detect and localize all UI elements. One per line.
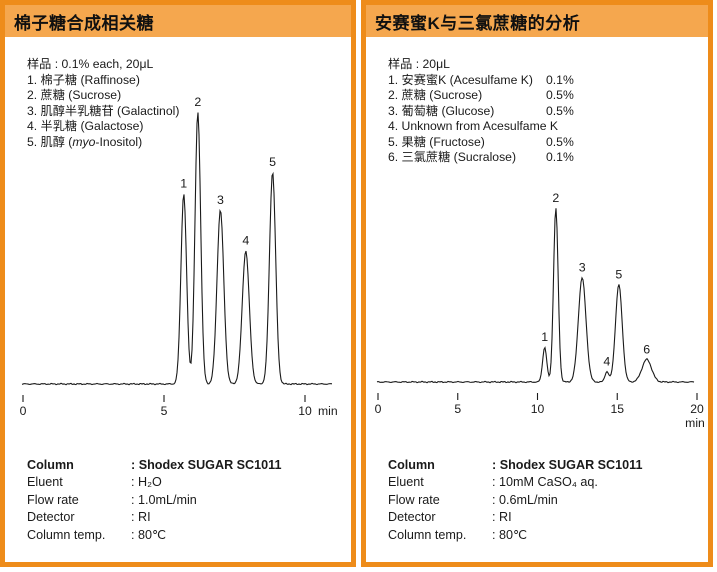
condition-row: Column temp. : 80℃ bbox=[27, 527, 281, 544]
condition-value: : 80℃ bbox=[492, 527, 528, 542]
x-axis-unit: min bbox=[685, 416, 705, 430]
sample-line: 5. 果糖 (Fructose) 0.5% bbox=[388, 134, 574, 151]
sample-line-italic: myo bbox=[72, 134, 96, 149]
condition-value: : H₂O bbox=[131, 475, 162, 490]
peak-label: 4 bbox=[603, 355, 610, 369]
peak-label: 5 bbox=[269, 155, 276, 169]
sample-header: 样品 : 0.1% each, 20μL bbox=[27, 57, 154, 71]
sample-line: 1. 安赛蜜K (Acesulfame K) 0.1% bbox=[388, 72, 574, 89]
panel-title: 棉子糖合成相关糖 bbox=[14, 13, 154, 33]
condition-value: : 10mM CaSO₄ aq. bbox=[492, 475, 598, 490]
condition-row: Detector : RI bbox=[27, 509, 281, 526]
condition-value: : Shodex SUGAR SC1011 bbox=[131, 458, 282, 472]
condition-row: Eluent : 10mM CaSO₄ aq. bbox=[388, 474, 642, 491]
sample-info: 样品 : 0.1% each, 20μL 1. 棉子糖 (Raffinose) … bbox=[27, 57, 179, 150]
condition-row: Eluent : H₂O bbox=[27, 474, 281, 491]
sample-line: 1. 棉子糖 (Raffinose) bbox=[27, 72, 140, 87]
sample-line-part: 5. 肌醇 ( bbox=[27, 134, 73, 149]
panel-header: 安赛蜜K与三氯蔗糖的分析 bbox=[366, 5, 708, 37]
sample-line: 5. 肌醇 (myo-Inositol) bbox=[27, 135, 179, 151]
condition-row: Flow rate : 1.0mL/min bbox=[27, 492, 281, 509]
condition-value: : Shodex SUGAR SC1011 bbox=[492, 458, 643, 472]
x-tick-label: 20 bbox=[690, 402, 704, 416]
trace-line bbox=[21, 112, 333, 386]
sample-line: 2. 蔗糖 (Sucrose) 0.5% bbox=[388, 88, 574, 104]
peak-label: 5 bbox=[615, 268, 622, 282]
sample-line-text: 4. Unknown from Acesulfame K bbox=[388, 119, 559, 133]
condition-label: Flow rate bbox=[388, 492, 440, 507]
condition-value: : 80℃ bbox=[131, 527, 167, 542]
sample-line-pct: 0.5% bbox=[546, 88, 574, 102]
condition-label: Column temp. bbox=[27, 527, 106, 542]
sample-line-pct: 0.5% bbox=[546, 134, 574, 149]
chromatogram-left: 0 5 10 min 1 2 3 4 5 bbox=[20, 95, 338, 418]
sample-line: 2. 蔗糖 (Sucrose) bbox=[27, 88, 122, 102]
condition-label: Detector bbox=[388, 510, 436, 525]
panel-title: 安赛蜜K与三氯蔗糖的分析 bbox=[375, 13, 581, 33]
condition-label: Column bbox=[388, 458, 435, 472]
conditions-table: Column : Shodex SUGAR SC1011 Eluent : 10mM… bbox=[388, 457, 642, 544]
x-axis-unit: min bbox=[318, 404, 338, 418]
condition-label: Detector bbox=[27, 510, 75, 525]
sample-line-pct: 0.1% bbox=[546, 72, 574, 87]
condition-row: Detector : RI bbox=[388, 509, 642, 526]
condition-label: Eluent bbox=[388, 475, 424, 490]
x-tick-label: 0 bbox=[375, 402, 382, 416]
sample-line-part: -Inositol) bbox=[95, 134, 143, 149]
condition-label: Column temp. bbox=[388, 527, 467, 542]
trace-line bbox=[376, 208, 695, 384]
peak-label: 3 bbox=[217, 193, 224, 207]
sample-line-pct: 0.1% bbox=[546, 150, 574, 164]
condition-row: Column temp. : 80℃ bbox=[388, 527, 642, 544]
sample-line-text: 2. 蔗糖 (Sucrose) bbox=[388, 88, 483, 102]
peak-label: 1 bbox=[180, 177, 187, 191]
x-tick-label: 15 bbox=[610, 402, 624, 416]
panel-raffinose-sugars: 棉子糖合成相关糖 样品 : 0.1% each, 20μL 1. 棉子糖 (Ra… bbox=[0, 0, 356, 567]
condition-label: Column bbox=[27, 458, 74, 472]
peak-label: 6 bbox=[643, 342, 650, 356]
condition-value: : RI bbox=[492, 510, 512, 525]
condition-label: Flow rate bbox=[27, 492, 79, 507]
sample-header: 样品 : 20μL bbox=[388, 57, 450, 71]
x-tick-label: 10 bbox=[531, 402, 545, 416]
sample-line: 4. 半乳糖 (Galactose) bbox=[27, 119, 144, 133]
sample-line-pct: 0.5% bbox=[546, 103, 574, 118]
sample-line: 3. 葡萄糖 (Glucose) 0.5% bbox=[388, 103, 574, 120]
x-tick-label: 0 bbox=[20, 404, 27, 418]
panel-acesulfame-sucralose: 安赛蜜K与三氯蔗糖的分析 样品 : 20μL 1. 安赛蜜K (Acesulfa… bbox=[361, 0, 713, 567]
x-tick-label: 5 bbox=[161, 404, 168, 418]
condition-row: Column : Shodex SUGAR SC1011 bbox=[27, 457, 281, 474]
sample-info: 样品 : 20μL 1. 安赛蜜K (Acesulfame K) 0.1% 2. … bbox=[388, 57, 574, 166]
panel-header: 棉子糖合成相关糖 bbox=[5, 5, 351, 37]
condition-value: : 1.0mL/min bbox=[131, 492, 197, 507]
condition-row: Flow rate : 0.6mL/min bbox=[388, 492, 642, 509]
condition-value: : 0.6mL/min bbox=[492, 492, 558, 507]
peak-label: 3 bbox=[579, 261, 586, 275]
peak-label: 1 bbox=[541, 330, 548, 344]
x-tick-label: 10 bbox=[298, 404, 312, 418]
sample-line-text: 5. 果糖 (Fructose) bbox=[388, 134, 485, 149]
condition-value: : RI bbox=[131, 510, 151, 525]
sample-line-text: 1. 安赛蜜K (Acesulfame K) bbox=[388, 72, 533, 87]
condition-label: Eluent bbox=[27, 475, 63, 490]
sample-line: 6. 三氯蔗糖 (Sucralose) 0.1% bbox=[388, 150, 574, 166]
peak-label: 2 bbox=[552, 191, 559, 205]
sample-line: 4. Unknown from Acesulfame K bbox=[388, 119, 558, 135]
conditions-table: Column: Shodex SUGAR SC1011 Eluent: H₂O … bbox=[27, 457, 281, 544]
sample-line-text: 3. 葡萄糖 (Glucose) bbox=[388, 103, 495, 118]
sample-line: 3. 肌醇半乳糖苷 (Galactinol) bbox=[27, 103, 180, 118]
peak-label: 2 bbox=[194, 95, 201, 109]
condition-row: Column : Shodex SUGAR SC1011 bbox=[388, 457, 642, 474]
sample-line-text: 6. 三氯蔗糖 (Sucralose) bbox=[388, 150, 516, 164]
peak-label: 4 bbox=[242, 234, 249, 248]
x-tick-label: 5 bbox=[454, 402, 461, 416]
